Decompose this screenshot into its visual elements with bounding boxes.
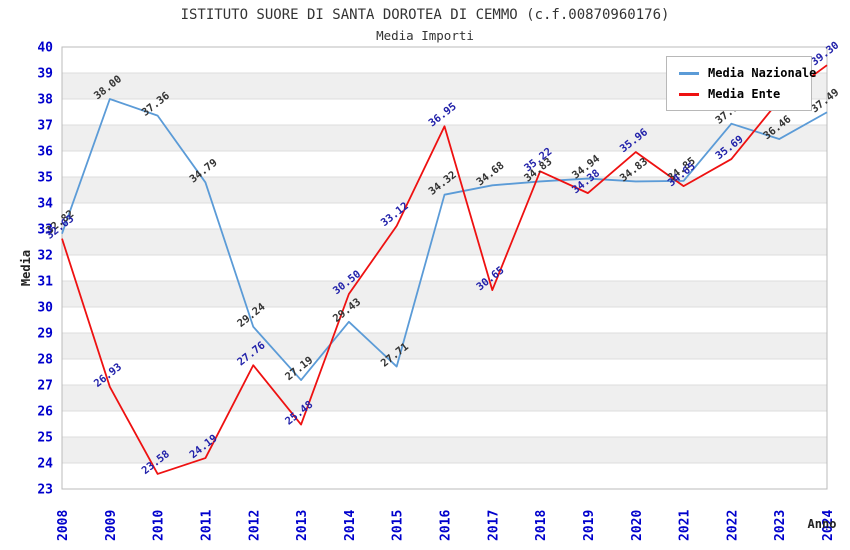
y-tick-label: 35 (37, 171, 53, 186)
legend-line-sample-ente-icon (679, 92, 699, 96)
x-tick-label: 2017 (486, 510, 501, 541)
grid-band (62, 463, 827, 489)
y-tick-label: 37 (37, 119, 53, 134)
grid-band (62, 151, 827, 177)
y-tick-label: 34 (37, 197, 53, 212)
y-tick-label: 24 (37, 457, 53, 472)
grid-band (62, 359, 827, 385)
x-tick-label: 2011 (199, 510, 214, 541)
x-tick-label: 2012 (247, 510, 262, 541)
grid-band (62, 281, 827, 307)
x-tick-label: 2023 (773, 510, 788, 541)
x-tick-label: 2016 (439, 510, 454, 541)
x-tick-label: 2021 (678, 510, 693, 541)
x-tick-label: 2018 (534, 510, 549, 541)
grid-band (62, 333, 827, 359)
y-tick-label: 38 (37, 93, 53, 108)
x-tick-label: 2022 (725, 510, 740, 541)
series-line-media-nazionale (61, 98, 828, 381)
y-tick-label: 30 (37, 301, 53, 316)
grid-band (62, 255, 827, 281)
grid-band (62, 385, 827, 411)
y-tick-label: 27 (37, 379, 53, 394)
series-line-media-ente (61, 64, 828, 475)
y-axis-title: Media (19, 250, 33, 286)
y-tick-label: 40 (37, 41, 53, 56)
y-tick-label: 32 (37, 249, 53, 264)
grid-band (62, 411, 827, 437)
x-tick-label: 2014 (343, 510, 358, 541)
y-tick-label: 39 (37, 67, 53, 82)
x-tick-label: 2024 (821, 510, 836, 541)
legend-label-media-nazionale: Media Nazionale (708, 66, 817, 80)
x-tick-label: 2009 (104, 510, 119, 541)
grid-band (62, 229, 827, 255)
legend-item-media-ente: Media Ente (679, 87, 801, 101)
y-tick-label: 31 (37, 275, 53, 290)
grid-band (62, 177, 827, 203)
y-tick-label: 23 (37, 483, 53, 498)
legend-line-sample-nazionale-icon (679, 71, 699, 75)
legend-label-media-ente: Media Ente (708, 87, 781, 101)
x-axis-title: Anno (808, 517, 837, 531)
chart-title: ISTITUTO SUORE DI SANTA DOROTEA DI CEMMO… (180, 7, 670, 23)
x-tick-label: 2020 (630, 510, 645, 541)
plot-border (61, 46, 828, 490)
x-tick-label: 2015 (391, 510, 406, 541)
x-tick-label: 2013 (295, 510, 310, 541)
grid-band (62, 307, 827, 333)
x-tick-label: 2008 (56, 510, 71, 541)
y-tick-label: 29 (37, 327, 53, 342)
grid-band (62, 437, 827, 463)
y-tick-label: 26 (37, 405, 53, 420)
y-tick-label: 28 (37, 353, 53, 368)
y-tick-label: 36 (37, 145, 53, 160)
x-tick-label: 2010 (152, 510, 167, 541)
y-tick-label: 33 (37, 223, 53, 238)
x-tick-label: 2019 (582, 510, 597, 541)
grid-band (62, 203, 827, 229)
chart-subtitle: Media Importi (376, 28, 474, 43)
legend: Media Nazionale Media Ente (666, 56, 816, 111)
y-tick-label: 25 (37, 431, 53, 446)
legend-item-media-nazionale: Media Nazionale (679, 66, 816, 80)
